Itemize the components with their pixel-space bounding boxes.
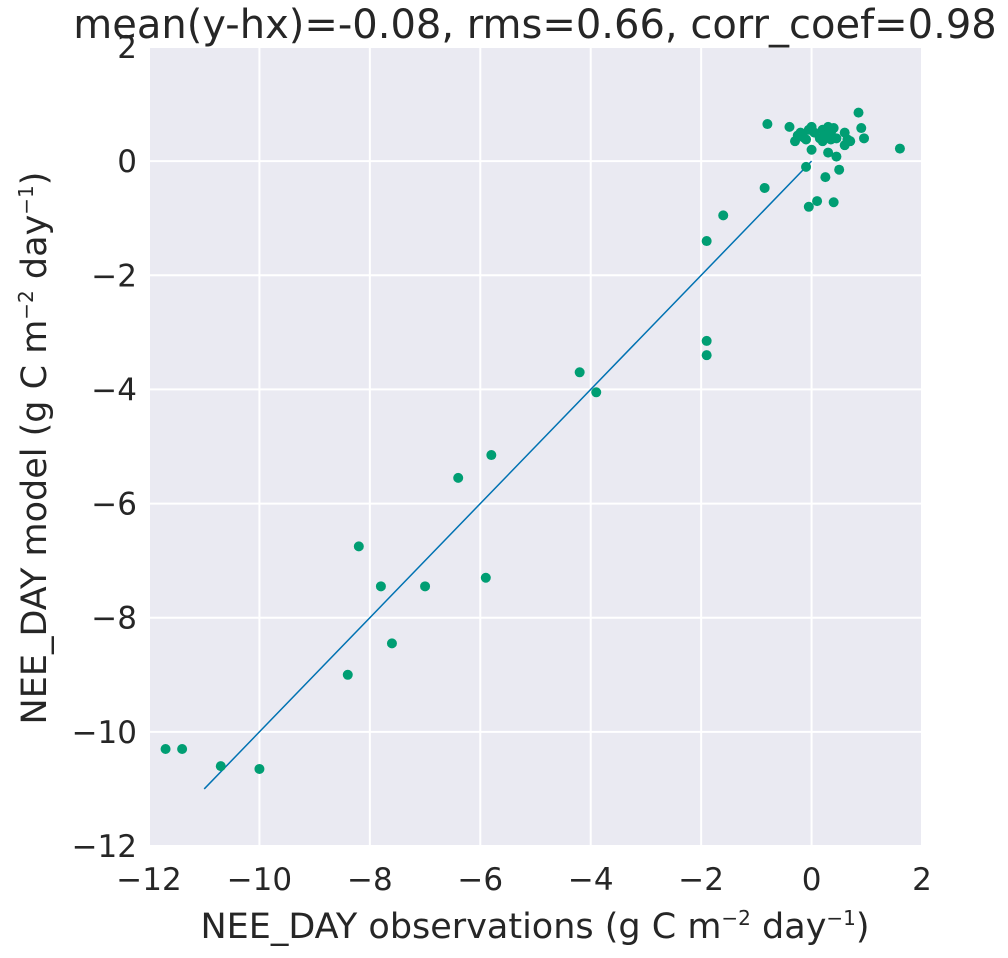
- y-tick-label: −10: [72, 715, 137, 751]
- x-axis-label: NEE_DAY observations (g C m−2 day−1): [200, 906, 869, 947]
- data-point: [759, 182, 770, 193]
- data-point: [701, 335, 712, 346]
- y-tick-label: −8: [91, 601, 137, 637]
- x-tick-label: −6: [457, 862, 503, 898]
- y-axis-label: NEE_DAY model (g C m−2 day−1): [14, 172, 55, 725]
- x-tick-label: −8: [347, 862, 393, 898]
- data-point: [823, 147, 834, 158]
- data-point: [215, 761, 226, 772]
- data-point: [453, 472, 464, 483]
- data-point: [853, 107, 864, 118]
- data-point: [828, 197, 839, 208]
- data-point: [342, 669, 353, 680]
- data-point: [894, 143, 905, 154]
- x-tick-label: −2: [678, 862, 724, 898]
- data-point: [806, 144, 817, 155]
- data-point: [801, 161, 812, 172]
- data-point: [254, 763, 265, 774]
- data-point: [803, 201, 814, 212]
- x-tick-label: −12: [116, 862, 181, 898]
- chart-title: mean(y-hx)=-0.08, rms=0.66, corr_coef=0.…: [73, 2, 996, 48]
- data-points: [160, 107, 905, 774]
- data-point: [701, 350, 712, 361]
- data-point: [762, 119, 773, 130]
- data-point: [784, 121, 795, 132]
- data-point: [845, 136, 856, 147]
- y-tick-label: −6: [91, 487, 137, 523]
- data-point: [375, 581, 386, 592]
- x-tick-labels: −12 −10 −8 −6 −4 −2 0 2: [116, 862, 932, 898]
- data-point: [353, 541, 364, 552]
- data-point: [801, 134, 812, 145]
- x-tick-label: −4: [568, 862, 614, 898]
- reference-line: [203, 160, 813, 790]
- data-point: [718, 210, 729, 221]
- data-point: [160, 743, 171, 754]
- x-tick-label: 2: [912, 862, 932, 898]
- x-tick-label: 0: [802, 862, 822, 898]
- data-point: [831, 151, 842, 162]
- data-point: [834, 164, 845, 175]
- grid-lines: [148, 46, 923, 847]
- y-tick-labels: −12 −10 −8 −6 −4 −2 0 2: [72, 30, 137, 865]
- y-tick-label: 2: [117, 30, 137, 66]
- data-point: [574, 367, 585, 378]
- data-point: [420, 581, 431, 592]
- data-point: [820, 172, 831, 183]
- data-point: [701, 236, 712, 247]
- data-point: [480, 572, 491, 583]
- data-point: [177, 743, 188, 754]
- y-tick-label: 0: [117, 144, 137, 180]
- data-point: [828, 123, 839, 134]
- y-tick-label: −4: [91, 372, 137, 408]
- data-point: [812, 196, 823, 207]
- x-tick-label: −10: [227, 862, 292, 898]
- data-point: [856, 123, 867, 134]
- y-tick-label: −12: [72, 829, 137, 865]
- data-point: [386, 638, 397, 649]
- data-point: [486, 450, 497, 461]
- y-tick-label: −2: [91, 258, 137, 294]
- data-point: [591, 387, 602, 398]
- data-point: [859, 133, 870, 144]
- data-point: [831, 133, 842, 144]
